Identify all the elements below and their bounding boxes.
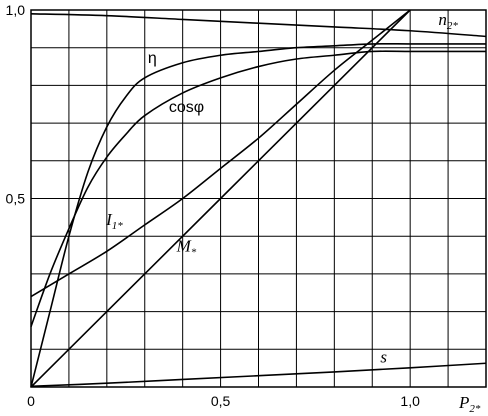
x-axis-label: P2*: [458, 393, 481, 415]
curve-label-s: s: [380, 347, 387, 366]
x-tick-label-1-0: 1,0: [400, 393, 420, 409]
y-tick-label-1-0: 1,0: [6, 2, 26, 18]
curve-label-main: η: [148, 50, 157, 67]
x-axis-label-main: P: [458, 393, 469, 412]
curve-label-main: cosφ: [169, 99, 204, 116]
curve-labels: η cosφ I1* M* n2* s: [105, 10, 458, 366]
curve-s: [30, 362, 487, 388]
y-tick-label-0-5: 0,5: [6, 191, 26, 207]
curve-label-subscript: *: [191, 246, 197, 258]
curve-label-m-star: M*: [176, 236, 197, 258]
curve-label-subscript: 1*: [112, 220, 124, 232]
curves: [30, 9, 487, 388]
x-origin-label: 0: [27, 393, 35, 409]
curve-cosphi: [30, 50, 486, 327]
x-axis-label-subscript: 2*: [469, 403, 481, 415]
curve-label-main: M: [176, 236, 192, 255]
curve-label-subscript: 2*: [447, 20, 459, 32]
plot-border: [30, 9, 487, 388]
curve-label-cosphi: cosφ: [169, 99, 204, 116]
plot-frame: [30, 9, 487, 388]
curve-label-main: I: [105, 210, 113, 229]
curve-m-star: [30, 9, 411, 388]
curve-label-i1-star: I1*: [105, 210, 123, 232]
curve-label-eta: η: [148, 50, 157, 67]
curve-n2-star: [30, 12, 487, 38]
tick-labels: 1,0 0,5 0 0,5 1,0: [6, 2, 421, 409]
x-tick-label-0-5: 0,5: [211, 393, 231, 409]
curve-i1-star: [30, 9, 411, 298]
curve-label-main: s: [380, 347, 387, 366]
curve-label-n2-star: n2*: [438, 10, 458, 32]
curve-label-main: n: [438, 10, 447, 29]
